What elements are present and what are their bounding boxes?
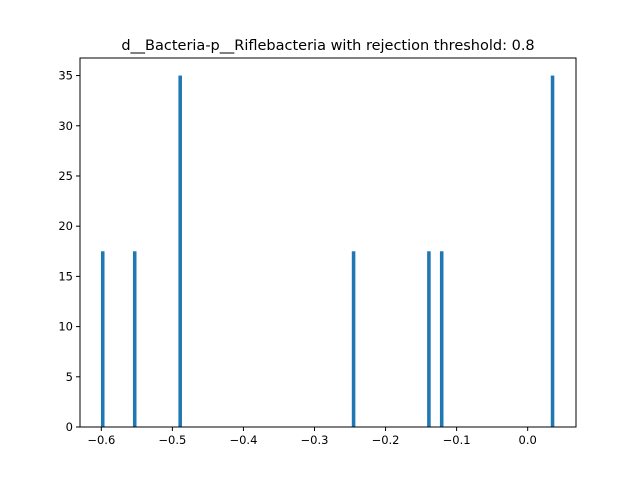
x-tick-label: −0.4: [229, 433, 257, 447]
y-tick-label: 20: [58, 219, 73, 233]
x-tick-label: 0.0: [519, 433, 537, 447]
histogram-bar-1: [132, 251, 137, 427]
histogram-bar-3: [351, 251, 356, 427]
y-tick-label: 30: [58, 119, 73, 133]
histogram-bar-0: [100, 251, 105, 427]
y-tick-label: 0: [66, 420, 73, 434]
x-tick-label: −0.2: [372, 433, 400, 447]
y-tick-label: 35: [58, 69, 73, 83]
y-tick-label: 15: [58, 269, 73, 283]
y-tick-label: 25: [58, 169, 73, 183]
histogram-bar-5: [439, 251, 444, 427]
x-tick-label: −0.6: [87, 433, 115, 447]
x-axis: −0.6 −0.5 −0.4 −0.3 −0.2 −0.1 0.0: [87, 427, 537, 447]
x-tick-label: −0.1: [443, 433, 471, 447]
x-tick-label: −0.3: [301, 433, 329, 447]
histogram-bar-6: [550, 75, 555, 428]
x-tick-label: −0.5: [158, 433, 186, 447]
y-axis: 0 5 10 15 20 25 30 35: [58, 69, 80, 434]
chart-title: d__Bacteria-p__Riflebacteria with reject…: [121, 38, 534, 54]
histogram-bar-4: [427, 251, 431, 427]
axes-frame: [79, 57, 577, 428]
histogram-bar-2: [178, 75, 182, 428]
bars-group: [100, 75, 555, 428]
y-tick-label: 10: [58, 320, 73, 334]
y-tick-label: 5: [66, 370, 73, 384]
